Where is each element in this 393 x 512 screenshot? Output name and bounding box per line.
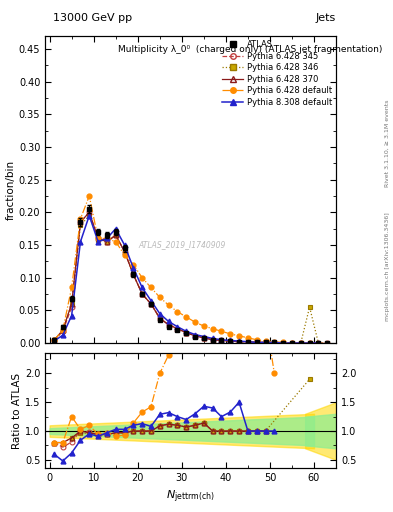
Legend: ATLAS, Pythia 6.428 345, Pythia 6.428 346, Pythia 6.428 370, Pythia 6.428 defaul: ATLAS, Pythia 6.428 345, Pythia 6.428 34… [222, 40, 332, 106]
X-axis label: $N_{\mathrm{jettrm(ch)}}$: $N_{\mathrm{jettrm(ch)}}$ [166, 489, 215, 505]
Text: 13000 GeV pp: 13000 GeV pp [53, 13, 132, 23]
Text: ATLAS_2019_I1740909: ATLAS_2019_I1740909 [138, 240, 226, 249]
Text: Jets: Jets [316, 13, 336, 23]
Y-axis label: Ratio to ATLAS: Ratio to ATLAS [12, 373, 22, 449]
Text: Multiplicity λ_0⁰  (charged only) (ATLAS jet fragmentation): Multiplicity λ_0⁰ (charged only) (ATLAS … [118, 45, 382, 54]
Text: mcplots.cern.ch [arXiv:1306.3436]: mcplots.cern.ch [arXiv:1306.3436] [385, 212, 389, 321]
Text: Rivet 3.1.10, ≥ 3.1M events: Rivet 3.1.10, ≥ 3.1M events [385, 100, 389, 187]
Y-axis label: fraction/bin: fraction/bin [6, 159, 16, 220]
